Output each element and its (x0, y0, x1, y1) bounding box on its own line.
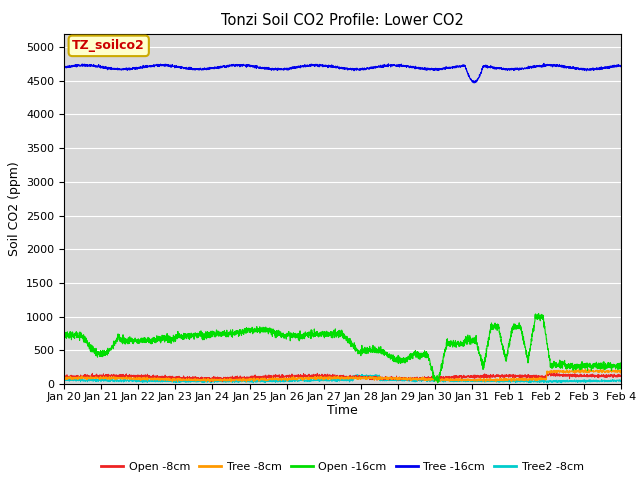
X-axis label: Time: Time (327, 405, 358, 418)
Legend: Open -8cm, Tree -8cm, Open -16cm, Tree -16cm, Tree2 -8cm: Open -8cm, Tree -8cm, Open -16cm, Tree -… (97, 457, 588, 477)
Y-axis label: Soil CO2 (ppm): Soil CO2 (ppm) (8, 161, 20, 256)
Title: Tonzi Soil CO2 Profile: Lower CO2: Tonzi Soil CO2 Profile: Lower CO2 (221, 13, 464, 28)
Text: TZ_soilco2: TZ_soilco2 (72, 39, 145, 52)
